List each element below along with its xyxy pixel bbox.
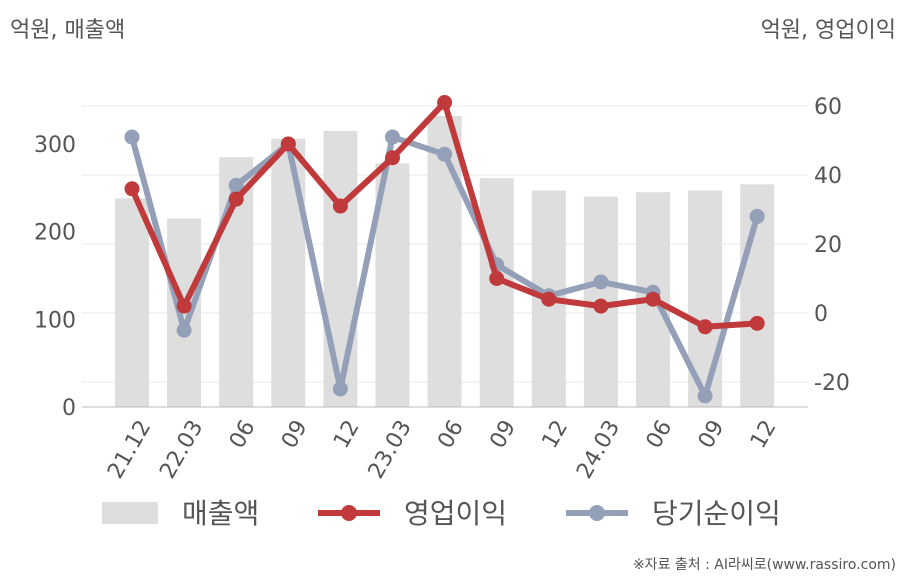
legend-net-income-marker [589,505,605,521]
legend-net-income-label: 당기순이익 [652,497,781,530]
x-axis-tick-label: 12 [746,416,782,453]
x-axis-tick-label: 09 [277,416,313,453]
operating-profit-point [697,319,713,335]
operating-profit-point [749,315,765,331]
source-credit: ※자료 출처 : AI라씨로(www.rassiro.com) [632,557,896,573]
x-axis-tick-label: 09 [694,416,730,453]
x-axis-tick-label: 24.03 [572,416,625,483]
legend-operating-profit-label: 영업이익 [404,497,507,530]
left-axis-tick-label: 300 [34,133,76,158]
revenue-bar [323,130,358,407]
operating-profit-point [124,181,140,197]
left-axis-unit-label: 억원, 매출액 [10,18,126,43]
operating-profit-point [645,291,661,307]
x-axis-tick-label: 23.03 [364,416,417,483]
left-axis-tick-label: 0 [62,396,76,421]
x-axis-tick-label: 06 [433,416,469,453]
operating-profit-point [541,291,557,307]
x-axis-tick-label: 06 [642,416,678,453]
operating-profit-point [176,298,192,314]
net-income-point [697,388,713,404]
x-axis-tick-label: 12 [538,416,574,453]
right-axis-tick-label: 40 [814,164,842,189]
legend-revenue-label: 매출액 [182,497,259,530]
x-axis-tick-label: 09 [485,416,521,453]
operating-profit-point [437,95,453,111]
operating-profit-point [593,298,609,314]
right-axis-unit-label: 억원, 영업이익 [760,18,896,43]
x-axis-tick-label: 21.12 [103,416,156,483]
operating-profit-point [385,150,400,166]
revenue-bar [479,178,514,407]
operating-profit-point [228,191,244,207]
net-income-point [437,146,453,162]
right-axis-tick-label: 20 [814,233,842,258]
revenue-bar [115,198,149,407]
net-income-point [749,208,765,224]
right-axis-tick-label: 0 [814,302,828,327]
x-axis-tick-label: 22.03 [155,416,208,483]
operating-profit-point [280,136,296,152]
net-income-point [385,129,400,145]
x-axis-tick-label: 12 [329,416,365,453]
net-income-point [124,129,140,145]
net-income-point [593,274,609,290]
left-axis-tick-label: 100 [34,308,76,333]
operating-profit-point [489,271,505,286]
x-axis-tick-label: 06 [225,416,261,453]
revenue-bar [271,138,306,408]
revenue-bar [427,115,462,408]
right-axis-tick-label: -20 [814,371,850,396]
legend-revenue-swatch [102,502,158,524]
operating-profit-point [332,198,348,214]
right-axis-tick-label: 60 [814,95,842,120]
left-axis-tick-label: 200 [34,221,76,246]
net-income-point [176,322,192,338]
net-income-point [332,381,348,397]
legend-operating-profit-marker [341,505,357,521]
net-income-point [228,177,244,193]
